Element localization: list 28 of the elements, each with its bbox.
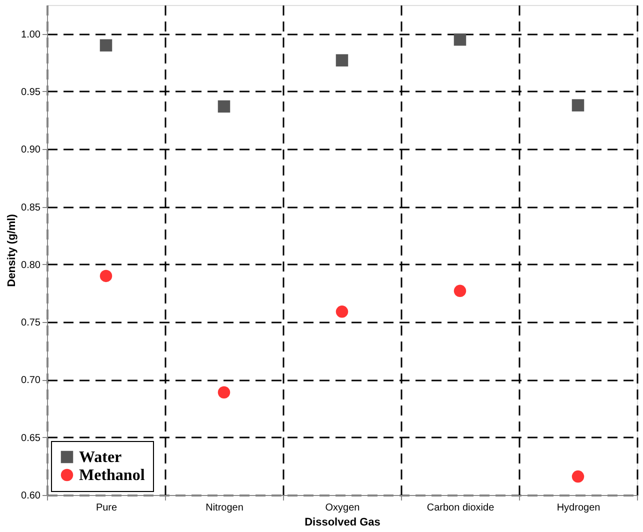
- x-tick-label: Pure: [96, 502, 118, 514]
- y-tick-label: 0.80: [21, 260, 41, 271]
- point: [100, 39, 112, 52]
- point: [572, 99, 584, 112]
- x-tick-label: Hydrogen: [556, 502, 600, 514]
- point: [572, 470, 584, 483]
- y-tick-label: 0.90: [21, 144, 41, 156]
- y-tick-label: 0.95: [21, 86, 41, 98]
- y-tick-label: 0.75: [21, 318, 41, 329]
- x-tick-label: Oxygen: [325, 502, 360, 514]
- point: [218, 100, 230, 113]
- y-tick-label: 0.85: [21, 202, 41, 214]
- point: [336, 54, 348, 66]
- y-tick-label: 1.00: [21, 29, 41, 40]
- y-axis-title: Density (g/ml): [6, 214, 18, 287]
- y-tick-label: 0.60: [21, 490, 41, 502]
- point: [454, 33, 466, 46]
- x-tick-label: Nitrogen: [206, 502, 244, 514]
- point: [454, 284, 466, 298]
- point: [336, 306, 348, 318]
- y-tick-label: 0.65: [21, 432, 41, 444]
- legend-label: Water: [79, 449, 122, 466]
- x-tick-label: Carbon dioxide: [426, 502, 495, 514]
- x-axis-title: Dissolved Gas: [304, 516, 380, 528]
- legend-label: Methanol: [79, 467, 146, 484]
- y-tick-label: 0.70: [21, 375, 41, 386]
- point: [100, 270, 112, 282]
- point: [218, 386, 230, 398]
